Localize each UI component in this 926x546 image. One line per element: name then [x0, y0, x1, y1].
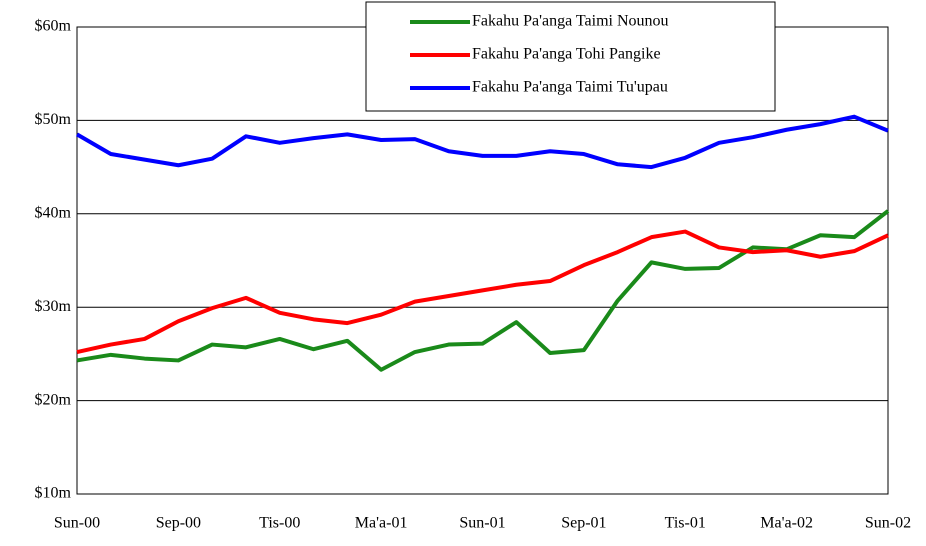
- y-tick-label: $30m: [35, 298, 72, 315]
- x-tick-label: Sun-00: [54, 515, 100, 532]
- y-tick-label: $50m: [35, 111, 72, 128]
- x-tick-label: Tis-00: [259, 515, 300, 532]
- legend-label: Fakahu Pa'anga Taimi Tu'upau: [472, 79, 668, 96]
- x-tick-label: Sun-02: [865, 515, 911, 532]
- x-tick-label: Sep-00: [156, 515, 201, 532]
- series-line: [76, 229, 889, 354]
- x-tick-label: Ma'a-02: [760, 515, 813, 532]
- y-tick-label: $10m: [35, 485, 72, 502]
- x-tick-label: Tis-01: [665, 515, 706, 532]
- x-tick-label: Sep-01: [561, 515, 606, 532]
- y-tick-label: $60m: [35, 18, 72, 35]
- legend-label: Fakahu Pa'anga Tohi Pangike: [472, 46, 661, 63]
- series-line: [76, 209, 890, 372]
- x-tick-label: Sun-01: [459, 515, 505, 532]
- y-tick-label: $40m: [35, 204, 72, 221]
- legend-label: Fakahu Pa'anga Taimi Nounou: [472, 13, 669, 30]
- x-tick-label: Ma'a-01: [355, 515, 408, 532]
- series-line: [75, 114, 889, 170]
- y-tick-label: $20m: [35, 391, 72, 408]
